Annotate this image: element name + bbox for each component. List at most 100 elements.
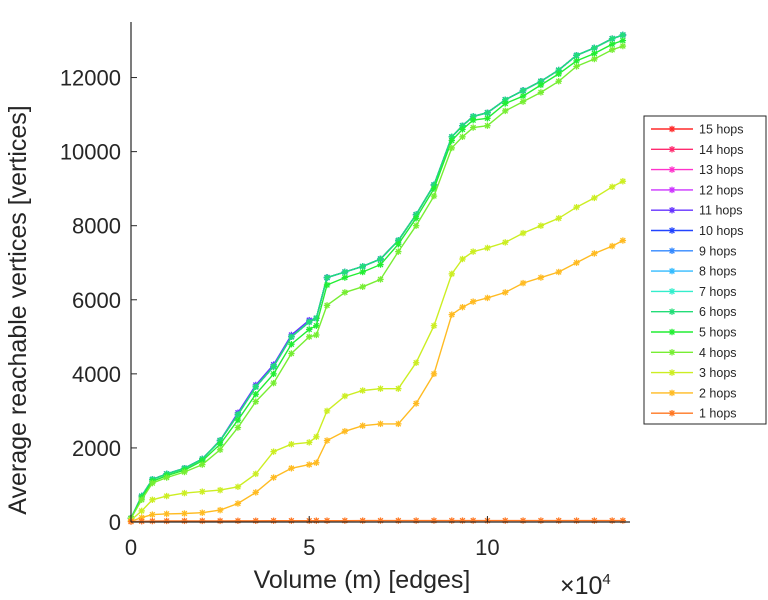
data-point (459, 255, 466, 263)
data-point (181, 517, 188, 525)
data-point (252, 383, 259, 391)
legend-item: 14 hops (651, 143, 743, 157)
data-point (608, 41, 616, 48)
data-point (323, 274, 331, 281)
data-point (395, 241, 402, 248)
data-point (216, 486, 224, 494)
legend-item: 8 hops (651, 265, 737, 279)
data-point (377, 261, 384, 268)
data-point (323, 407, 331, 415)
data-point (555, 70, 562, 78)
data-point (395, 420, 402, 428)
series-2-hops (127, 237, 627, 525)
data-point (448, 517, 455, 524)
legend-label: 10 hops (699, 224, 743, 238)
data-point (323, 281, 331, 289)
data-point (313, 459, 320, 466)
legend-label: 6 hops (699, 305, 737, 319)
data-point (359, 422, 366, 429)
data-point (448, 137, 455, 144)
y-tick-label: 6000 (72, 288, 121, 313)
data-point (359, 263, 366, 270)
data-point (519, 92, 527, 100)
legend-item: 11 hops (651, 204, 743, 218)
series-4-hops (127, 42, 627, 522)
axes-layer (130, 22, 630, 523)
data-point (619, 237, 627, 244)
data-point (608, 46, 616, 53)
data-point (537, 89, 545, 96)
legend-item: 7 hops (651, 285, 737, 299)
series-line (130, 39, 624, 519)
data-point (313, 322, 320, 329)
data-point (313, 331, 320, 339)
data-point (149, 511, 156, 518)
data-point (502, 239, 509, 246)
data-point (234, 500, 242, 507)
data-point (359, 387, 366, 394)
legend-item: 6 hops (651, 305, 737, 319)
data-point (502, 289, 509, 296)
data-point (288, 441, 295, 448)
data-point (555, 517, 562, 524)
y-tick-label: 8000 (72, 214, 121, 239)
legend-label: 2 hops (699, 386, 737, 400)
data-point (306, 461, 313, 468)
data-point (502, 107, 509, 115)
legend-label: 9 hops (699, 244, 737, 258)
legend: 15 hops 14 hops 13 hops 12 hops 11 hops 10 ho… (643, 115, 767, 425)
data-point (448, 270, 455, 278)
data-point (519, 98, 527, 105)
data-point (591, 517, 598, 524)
data-point (484, 244, 491, 252)
data-point (288, 350, 295, 357)
y-tick-label: 4000 (72, 362, 121, 387)
data-point (313, 433, 320, 441)
legend-label: 11 hops (699, 204, 743, 218)
x-tick-label: 0 (125, 535, 137, 560)
data-point (216, 517, 224, 525)
data-point (377, 385, 384, 392)
data-point (412, 222, 420, 229)
data-point (484, 109, 491, 116)
data-point (412, 359, 420, 366)
data-point (412, 400, 420, 407)
legend-label: 13 hops (699, 163, 743, 177)
data-point (341, 428, 349, 435)
data-point (216, 506, 224, 514)
data-point (341, 392, 349, 400)
data-point (469, 248, 477, 255)
data-point (469, 124, 477, 131)
data-point (323, 517, 331, 524)
data-point (306, 326, 313, 333)
data-point (537, 222, 545, 229)
data-point (163, 474, 170, 481)
legend-label: 14 hops (699, 143, 743, 157)
legend-swatch-marker (668, 369, 676, 376)
data-point (234, 424, 242, 431)
legend-swatch-marker (668, 328, 676, 336)
y-tick-label: 0 (109, 510, 121, 535)
y-tick-label: 12000 (60, 66, 121, 91)
legend-swatch-marker (668, 288, 676, 295)
data-point (430, 517, 438, 524)
legend-item: 9 hops (651, 244, 737, 258)
legend-swatch-marker (668, 247, 676, 254)
data-point (459, 133, 466, 141)
data-point (341, 274, 349, 281)
data-point (216, 446, 224, 453)
data-point (395, 385, 402, 392)
data-point (469, 517, 477, 524)
data-point (270, 379, 277, 387)
legend-swatch-marker (668, 207, 676, 214)
legend-item: 15 hops (651, 123, 743, 137)
data-point (288, 341, 295, 348)
data-point (619, 42, 627, 50)
series-line (130, 45, 624, 519)
legend-label: 1 hops (699, 407, 737, 421)
data-point (181, 468, 188, 476)
data-point (537, 517, 545, 524)
data-point (573, 203, 580, 211)
legend-swatch-marker (668, 166, 676, 173)
